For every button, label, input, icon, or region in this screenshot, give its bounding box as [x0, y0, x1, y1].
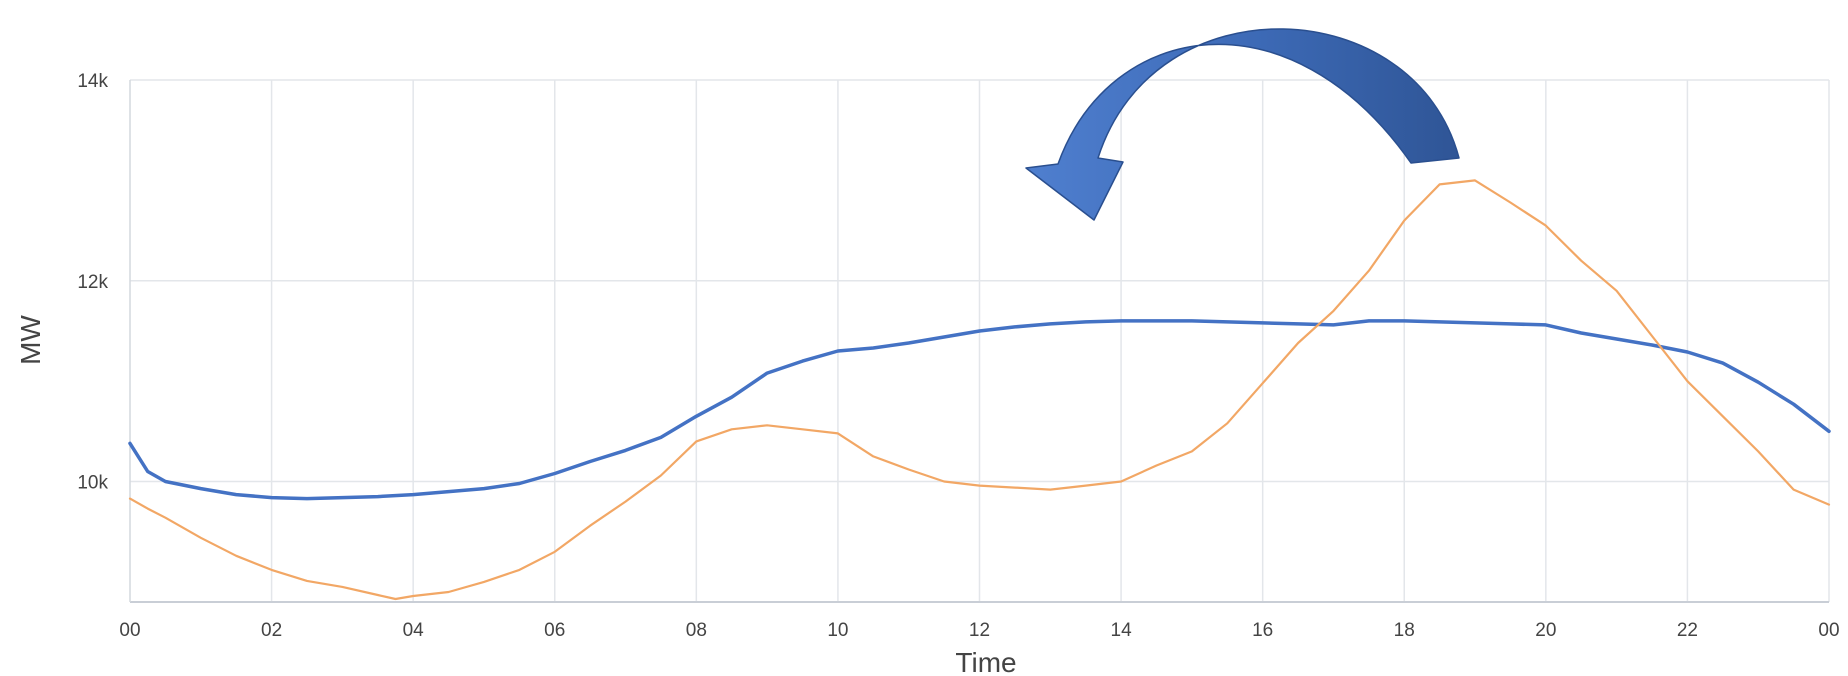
- x-tick-label: 06: [544, 620, 565, 641]
- x-tick-label: 00: [1818, 620, 1839, 641]
- y-tick-label: 10k: [77, 473, 108, 494]
- x-tick-label: 22: [1677, 620, 1698, 641]
- x-tick-label: 16: [1252, 620, 1273, 641]
- y-axis-title: MW: [15, 315, 46, 365]
- y-tick-label: 14k: [77, 71, 108, 92]
- x-tick-labels: 00 02 04 06 08 10 12 14 16 18 20 22 00: [119, 620, 1839, 641]
- x-axis-title: Time: [955, 647, 1016, 676]
- curved-arrow-icon: [1025, 28, 1460, 221]
- x-tick-label: 14: [1111, 620, 1133, 641]
- x-tick-label: 04: [403, 620, 425, 641]
- x-tick-label: 20: [1535, 620, 1556, 641]
- series-line-1: [128, 319, 1831, 501]
- series-layer: [128, 179, 1831, 601]
- x-tick-label: 00: [119, 620, 140, 641]
- y-tick-labels: 10k 12k 14k: [77, 71, 108, 494]
- x-tick-label: 10: [827, 620, 848, 641]
- x-tick-label: 18: [1394, 620, 1415, 641]
- x-tick-label: 12: [969, 620, 990, 641]
- y-tick-label: 12k: [77, 272, 108, 293]
- x-tick-label: 02: [261, 620, 282, 641]
- y-gridlines: [130, 79, 1829, 483]
- x-gridlines: [270, 80, 1830, 602]
- series-line-2: [128, 179, 1831, 601]
- x-tick-label: 08: [686, 620, 707, 641]
